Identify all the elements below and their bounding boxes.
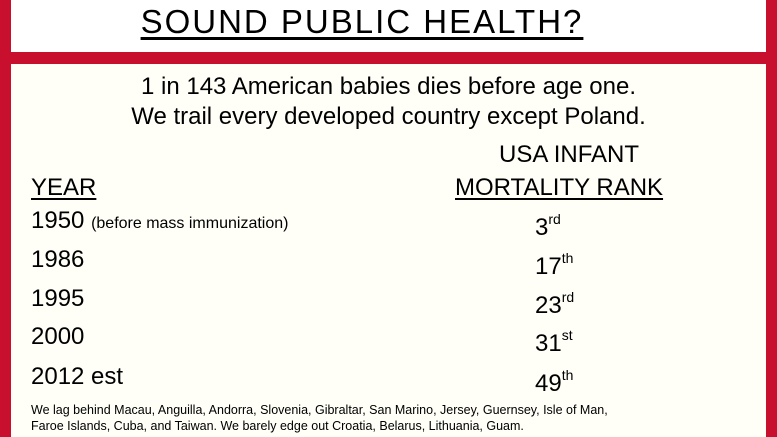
rank-value: 23	[535, 292, 562, 319]
rank-value: 31	[535, 330, 562, 357]
rank-header-line-2: MORTALITY RANK	[455, 174, 664, 201]
footnote: We lag behind Macau, Anguilla, Andorra, …	[31, 402, 751, 434]
table-row: 1950 (before mass immunization) 3rd	[11, 206, 766, 244]
table-row: 1986 17th	[11, 245, 766, 283]
rank-cell: 3rd	[535, 206, 561, 243]
slide-title: SOUND PUBLIC HEALTH?	[140, 3, 584, 40]
main-panel: 1 in 143 American babies dies before age…	[11, 64, 766, 437]
year-value: 1950	[31, 207, 85, 234]
rank-value: 3	[535, 214, 549, 241]
rank-cell: 23rd	[535, 284, 574, 321]
year-cell: 2012 est	[31, 362, 123, 392]
rank-cell: 31st	[535, 322, 573, 359]
rank-suffix: th	[561, 367, 574, 383]
rank-suffix: rd	[548, 211, 561, 227]
table-row: 2000 31st	[11, 322, 766, 360]
year-cell: 1995	[31, 284, 84, 314]
year-header: YEAR	[31, 174, 97, 201]
rank-cell: 49th	[535, 362, 573, 399]
year-value: 1986	[31, 246, 85, 273]
title-panel: SOUND PUBLIC HEALTH?	[11, 0, 766, 52]
rank-value: 49	[535, 370, 562, 397]
year-value: 2000	[31, 323, 85, 350]
intro-line-1: 1 in 143 American babies dies before age…	[140, 73, 636, 100]
table-row: 2012 est 49th	[11, 362, 766, 400]
rank-suffix: rd	[561, 289, 575, 305]
rank-suffix: th	[561, 250, 574, 266]
footnote-line-2: Faroe Islands, Cuba, and Taiwan. We bare…	[31, 419, 524, 433]
rank-cell: 17th	[535, 245, 573, 282]
year-value: 2012 est	[31, 363, 124, 390]
year-cell: 2000	[31, 322, 84, 352]
year-note: (before mass immunization)	[91, 215, 289, 232]
year-cell: 1950 (before mass immunization)	[31, 206, 288, 239]
year-cell: 1986	[31, 245, 84, 275]
rank-value: 17	[535, 253, 562, 280]
footnote-line-1: We lag behind Macau, Anguilla, Andorra, …	[31, 403, 608, 417]
rank-header-line-1: USA INFANT	[499, 141, 640, 168]
intro-line-2: We trail every developed country except …	[131, 103, 646, 130]
rank-suffix: st	[561, 327, 573, 343]
year-value: 1995	[31, 285, 85, 312]
table-row: 1995 23rd	[11, 284, 766, 322]
